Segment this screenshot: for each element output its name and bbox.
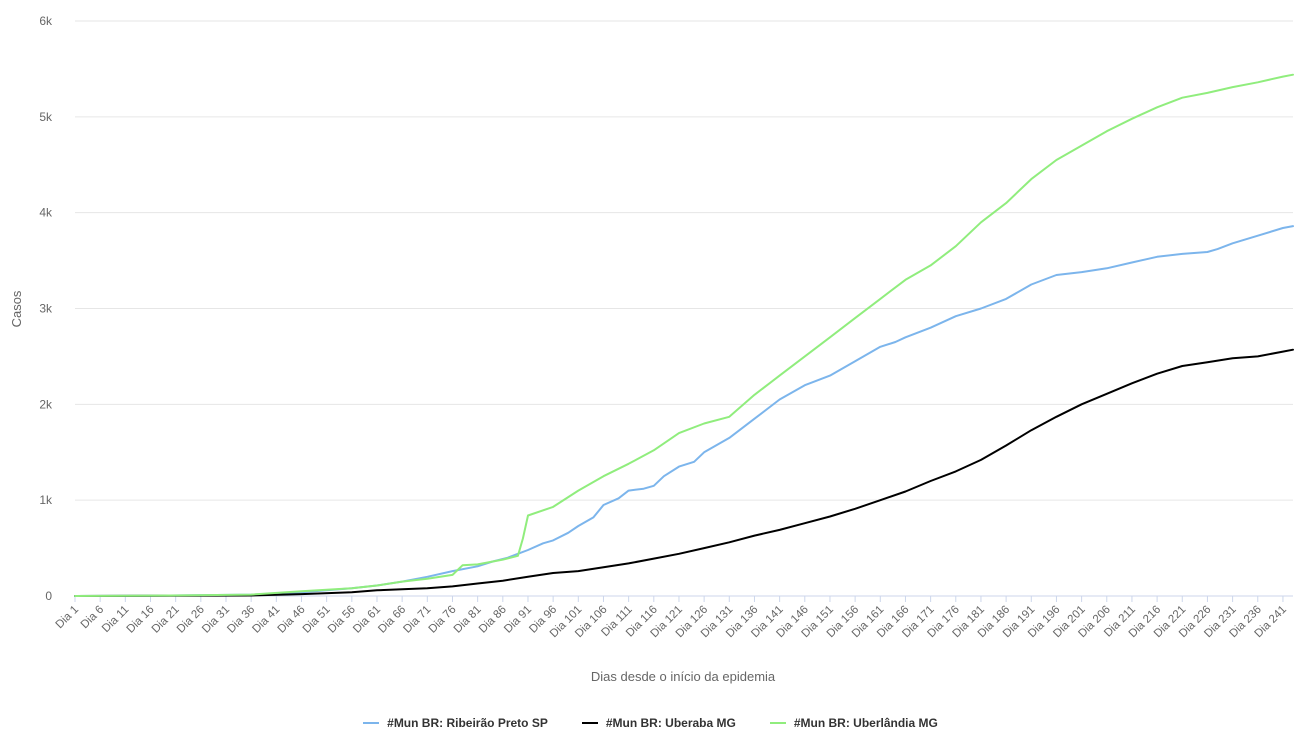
x-tick-label: Dia 1 xyxy=(54,604,81,631)
legend-swatch xyxy=(363,722,380,724)
x-tick-label: Dia 61 xyxy=(351,604,383,636)
y-tick-label: 0 xyxy=(45,589,52,603)
legend: #Mun BR: Ribeirão Preto SP #Mun BR: Ubera… xyxy=(0,716,1301,730)
gridlines xyxy=(75,20,1293,597)
legend-item-2[interactable]: #Mun BR: Uberaba MG xyxy=(581,716,736,730)
series-line-3 xyxy=(74,73,1294,597)
legend-swatch xyxy=(769,722,786,724)
y-tick-label: 6k xyxy=(39,14,53,28)
x-tick-label: Dia 31 xyxy=(200,604,232,636)
y-tick-label: 4k xyxy=(39,206,53,220)
y-tick-label: 1k xyxy=(39,493,53,507)
x-tick-label: Dia 16 xyxy=(125,604,157,636)
series-line-2 xyxy=(74,348,1294,597)
x-tick-label: Dia 86 xyxy=(477,604,509,636)
y-tick-label: 3k xyxy=(39,302,53,316)
x-tick-label: Dia 36 xyxy=(225,604,257,636)
x-tick-label: Dia 76 xyxy=(427,604,459,636)
x-tick-label: Dia 81 xyxy=(452,604,484,636)
legend-label: #Mun BR: Uberaba MG xyxy=(605,716,736,730)
legend-item-3[interactable]: #Mun BR: Uberlândia MG xyxy=(769,716,938,730)
x-tick-label: Dia 51 xyxy=(301,604,333,636)
x-tick-label: Dia 46 xyxy=(276,604,308,636)
x-axis-title: Dias desde o início da epidemia xyxy=(591,669,776,684)
x-tick-label: Dia 41 xyxy=(250,604,282,636)
series-lines xyxy=(74,73,1294,597)
y-axis-title: Casos xyxy=(9,290,24,327)
y-tick-label: 5k xyxy=(39,110,53,124)
legend-swatch xyxy=(581,722,598,724)
y-axis-ticks: 0 1k 2k 3k 4k 5k 6k xyxy=(39,14,53,603)
x-tick-label: Dia 71 xyxy=(401,604,433,636)
x-tick-label: Dia 26 xyxy=(175,604,207,636)
x-tick-label: Dia 56 xyxy=(326,604,358,636)
x-tick-label: Dia 21 xyxy=(150,604,182,636)
legend-label: #Mun BR: Uberlândia MG xyxy=(793,716,938,730)
legend-label: #Mun BR: Ribeirão Preto SP xyxy=(387,716,548,730)
x-tick-label: Dia 66 xyxy=(376,604,408,636)
series-line-1 xyxy=(74,225,1294,597)
x-tick-label: Dia 91 xyxy=(502,604,534,636)
legend-item-1[interactable]: #Mun BR: Ribeirão Preto SP xyxy=(363,716,548,730)
y-tick-label: 2k xyxy=(39,397,53,411)
